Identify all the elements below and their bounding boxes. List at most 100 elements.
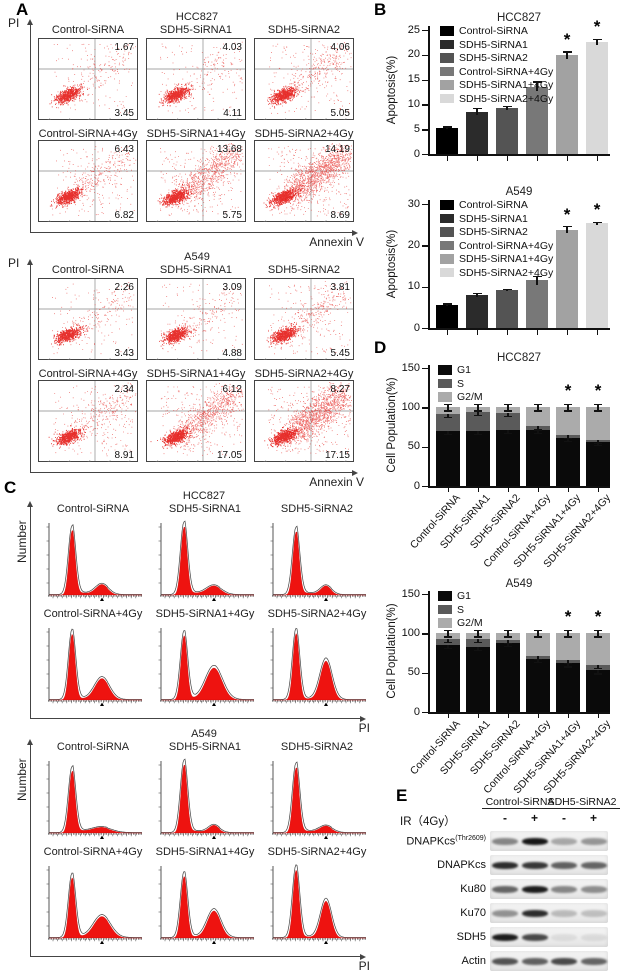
error-cap-bottom [594, 636, 602, 638]
stack-segment-g1 [466, 430, 490, 486]
blot-row-label-dnapkcs-p: DNAPKcs(Thr2609) [398, 835, 486, 848]
blot-strip-ku70 [490, 903, 608, 923]
pi-axis-label: PI [358, 959, 370, 973]
significance-star: * [563, 29, 571, 49]
y-axis [428, 591, 430, 713]
chart-legend: G1 S G2/M [438, 590, 483, 631]
legend-item: SDH5-SiRNA1 [440, 213, 553, 225]
error-bar [536, 276, 538, 285]
error-cap-bottom [444, 636, 452, 638]
blot-protein-name: Ku80 [460, 883, 486, 895]
cellcycle-histogram [270, 627, 367, 706]
error-bar [567, 404, 569, 411]
legend-label: G1 [457, 364, 472, 376]
error-bar [477, 409, 479, 416]
x-tick [477, 329, 479, 335]
error-cap-top [592, 221, 602, 223]
x-axis [428, 712, 610, 714]
y-tick [422, 328, 428, 330]
y-tick [422, 104, 428, 106]
hist-plot-title: Control-SiRNA [56, 741, 130, 753]
y-axis-title: Apoptosis(%) [386, 229, 398, 299]
blot-row-label-dnapkcs: DNAPKcs [398, 859, 486, 871]
plot-frame [38, 278, 138, 360]
x-tick-label: 10⁵ [125, 218, 133, 222]
error-bar [477, 404, 479, 411]
blot-band [580, 909, 607, 917]
y-tick-label: 25 [407, 23, 420, 36]
error-bar [566, 51, 568, 59]
error-cap-top [474, 403, 482, 406]
legend-label: SDH5-SiRNA2 [459, 226, 528, 238]
error-bar [537, 404, 539, 411]
scatter-dense-dots [49, 84, 89, 109]
scatter-sparse-dots [160, 41, 243, 114]
y-tick [422, 594, 428, 596]
upper-right-percent: 14.19 [325, 144, 350, 155]
x-tick [537, 155, 539, 161]
x-tick-label: 10³ [85, 116, 93, 120]
panel-e-label: E [396, 786, 408, 805]
hist-plot-title: Control-SiRNA+4Gy [43, 846, 143, 858]
blot-strip-ku80 [490, 879, 608, 899]
hist-plot-title: SDH5-SiRNA1 [168, 503, 242, 515]
legend-swatch [440, 53, 454, 63]
legend-swatch [438, 378, 452, 389]
legend-swatch [438, 618, 452, 628]
error-bar [537, 630, 539, 637]
cellcycle-chart-hcc827: HCC827 Cell Population(%) 0 50 100 150 Control… [378, 352, 624, 576]
x-tick-label: 10³ [301, 458, 309, 462]
flow-plot-title: Control-SiRNA+4Gy [38, 128, 138, 140]
cellcycle-chart-a549: A549 Cell Population(%) 0 50 100 150 Control-S… [378, 578, 624, 802]
y-tick-label: 15 [407, 73, 420, 86]
lower-right-percent: 8.69 [331, 210, 351, 221]
error-bar [507, 409, 509, 416]
error-cap-top [564, 403, 572, 406]
x-tick-label: 10⁵ [233, 458, 241, 462]
error-cap-top [502, 105, 512, 107]
legend-item: SDH5-SiRNA1+4Gy [440, 79, 553, 91]
stack-segment-g2m [556, 407, 580, 435]
group-label-sdh5-sirna2: SDH5-SiRNA2 [544, 796, 620, 809]
scatter-sparse-dots [53, 43, 136, 114]
error-cap-top [592, 38, 602, 41]
error-cap-bottom [504, 433, 512, 435]
lower-right-percent: 4.11 [223, 108, 242, 119]
error-cap-top [594, 629, 602, 632]
y-tick-label: 0 [413, 479, 420, 492]
y-axis [428, 200, 430, 329]
blot-band [580, 885, 607, 893]
y-tick [422, 486, 428, 488]
plot-frame [254, 278, 354, 360]
x-tick [508, 713, 510, 718]
scatter-sparse-dots [268, 281, 352, 355]
flow-plot-title: SDH5-SiRNA2 [267, 264, 341, 276]
error-cap-bottom [564, 410, 572, 412]
cellcycle-histogram [270, 523, 367, 601]
x-tick-label: 10¹ [153, 218, 161, 222]
stack-segment-g1 [436, 430, 460, 486]
legend-swatch [440, 254, 454, 264]
dna-content-peaks [49, 633, 142, 701]
error-cap-top [562, 51, 572, 53]
model-outline-curve [161, 871, 254, 938]
stack-segment-g2m [526, 407, 550, 427]
x-tick-label: 10⁵ [341, 458, 349, 462]
g2-marker-triangle [100, 835, 104, 839]
blot-protein-name: DNAPKcs [406, 835, 456, 848]
x-tick [478, 487, 480, 492]
flow-scatter-plot: 10¹10¹10²10²10³10³10⁴10⁴10⁵10⁵2.348.91 [38, 380, 138, 462]
flow-plot-title: Control-SiRNA [51, 24, 125, 36]
y-tick-label: 0 [413, 147, 420, 160]
hist-plot-title: SDH5-SiRNA2 [280, 741, 354, 753]
scatter-sparse-dots [160, 143, 244, 217]
pi-axis-label: PI [8, 256, 20, 270]
cellline-title: HCC827 [182, 490, 226, 502]
flow-scatter-plot: 10¹10¹10²10²10³10³10⁴10⁴10⁵10⁵4.034.11 [146, 38, 246, 120]
error-bar [447, 630, 449, 637]
error-bar [477, 427, 479, 434]
flow-scatter-plot: 10¹10¹10²10²10³10³10⁴10⁴10⁵10⁵3.094.88 [146, 278, 246, 360]
error-bar [447, 635, 449, 642]
error-bar [567, 657, 569, 664]
x-tick [568, 487, 570, 492]
